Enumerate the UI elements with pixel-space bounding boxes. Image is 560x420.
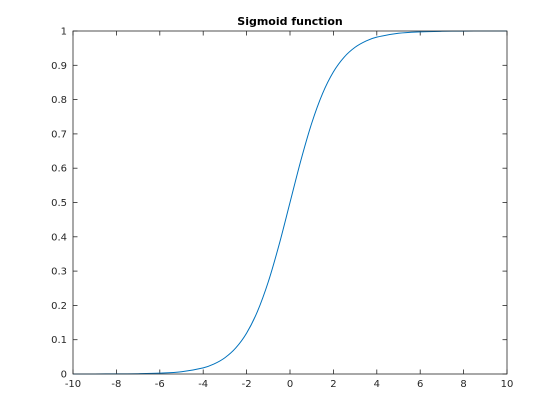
y-tick-label: 0.6 [51, 164, 67, 175]
x-tick-label: 4 [374, 379, 380, 390]
y-tick-label: 0.1 [51, 335, 67, 346]
x-tick-label: -4 [198, 379, 208, 390]
y-tick-label: 0.5 [51, 198, 67, 209]
y-tick-label: 0.2 [51, 301, 67, 312]
series-line [72, 30, 508, 375]
y-tick-label: 0.4 [51, 232, 67, 243]
y-tick-label: 0.9 [51, 61, 67, 72]
x-tick-label: -6 [155, 379, 165, 390]
y-tick-label: 0.8 [51, 95, 67, 106]
axes-box [72, 30, 508, 375]
y-tick-label: 1 [61, 27, 67, 38]
series-group [72, 30, 508, 375]
x-tick-label: -8 [111, 379, 121, 390]
x-tick-label: 6 [417, 379, 423, 390]
x-tick-label: -10 [65, 379, 81, 390]
x-tick-label: 0 [287, 379, 293, 390]
y-tick-label: 0 [61, 370, 67, 381]
tick-labels: -10 -8 -6 -4 -2 0 2 4 6 8 10 0 0.1 0.2 0.3 0.4 0.5 0.6 0.7… [51, 27, 513, 391]
x-tick-label: 10 [501, 379, 514, 390]
y-tick-label: 0.7 [51, 129, 67, 140]
x-tick-label: 8 [460, 379, 466, 390]
chart-title: Sigmoid function [237, 15, 342, 28]
x-tick-label: 2 [330, 379, 336, 390]
y-tick-label: 0.3 [51, 267, 67, 278]
x-tick-label: -2 [242, 379, 252, 390]
